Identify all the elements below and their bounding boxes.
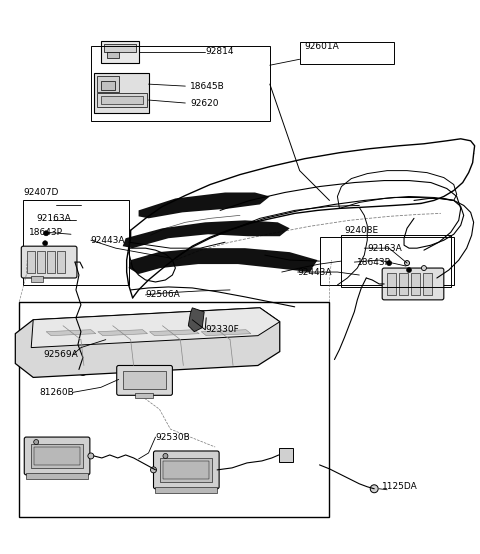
- Text: 1125DA: 1125DA: [382, 483, 418, 491]
- FancyBboxPatch shape: [24, 437, 90, 475]
- Bar: [104, 44, 136, 52]
- Bar: [134, 393, 153, 398]
- Bar: [156, 487, 217, 493]
- Bar: [101, 96, 143, 104]
- Bar: [31, 444, 83, 468]
- Text: 92620: 92620: [190, 99, 219, 107]
- Text: 92569A: 92569A: [43, 350, 78, 359]
- Polygon shape: [15, 308, 280, 377]
- Bar: [107, 52, 119, 58]
- Text: 92330F: 92330F: [205, 325, 239, 334]
- Polygon shape: [98, 330, 147, 336]
- Circle shape: [44, 231, 48, 236]
- Bar: [160, 458, 212, 482]
- Text: 92443A: 92443A: [91, 235, 125, 245]
- Text: 92163A: 92163A: [367, 244, 402, 253]
- FancyBboxPatch shape: [154, 451, 219, 489]
- Text: 81260B: 81260B: [39, 388, 74, 397]
- Bar: [279, 448, 293, 462]
- Polygon shape: [46, 330, 96, 336]
- Circle shape: [421, 265, 426, 270]
- Text: 92506A: 92506A: [145, 290, 180, 299]
- Bar: [31, 276, 43, 282]
- Polygon shape: [150, 330, 199, 336]
- Bar: [411, 273, 420, 295]
- Text: 92408E: 92408E: [344, 226, 379, 235]
- Bar: [19, 302, 329, 517]
- FancyBboxPatch shape: [117, 366, 172, 396]
- Bar: [123, 371, 167, 389]
- Text: 18645B: 18645B: [190, 81, 225, 91]
- Circle shape: [151, 467, 156, 473]
- Bar: [57, 251, 65, 273]
- Bar: [341, 235, 451, 287]
- Polygon shape: [129, 248, 318, 274]
- Bar: [34, 447, 80, 465]
- Bar: [94, 73, 148, 113]
- Bar: [320, 237, 454, 285]
- Polygon shape: [201, 330, 251, 336]
- Bar: [101, 42, 139, 63]
- Text: 92814: 92814: [205, 47, 234, 56]
- Bar: [27, 251, 35, 273]
- Bar: [97, 93, 146, 107]
- Text: 92407D: 92407D: [23, 188, 59, 197]
- Bar: [26, 473, 88, 479]
- Bar: [164, 461, 209, 479]
- Bar: [399, 273, 408, 295]
- Polygon shape: [123, 220, 290, 248]
- FancyBboxPatch shape: [382, 268, 444, 300]
- FancyBboxPatch shape: [21, 246, 77, 278]
- Circle shape: [88, 453, 94, 459]
- Circle shape: [370, 485, 378, 493]
- Circle shape: [405, 260, 409, 265]
- Text: 92163A: 92163A: [36, 214, 71, 223]
- Bar: [423, 273, 432, 295]
- Circle shape: [43, 240, 48, 245]
- Bar: [37, 251, 45, 273]
- Circle shape: [34, 439, 39, 444]
- Text: 18643P: 18643P: [29, 228, 63, 237]
- Text: 92443A: 92443A: [298, 268, 332, 276]
- Polygon shape: [139, 192, 270, 218]
- Polygon shape: [188, 308, 204, 332]
- Text: 92601A: 92601A: [305, 42, 339, 51]
- Circle shape: [79, 367, 87, 376]
- Bar: [23, 201, 129, 285]
- Bar: [97, 76, 119, 92]
- Bar: [101, 81, 115, 90]
- Circle shape: [163, 454, 168, 459]
- Bar: [300, 42, 394, 64]
- Bar: [91, 47, 270, 121]
- Text: 92530B: 92530B: [156, 433, 190, 442]
- Text: 18643P: 18643P: [357, 258, 391, 266]
- Bar: [387, 273, 396, 295]
- Polygon shape: [31, 308, 280, 347]
- Bar: [47, 251, 55, 273]
- Circle shape: [387, 260, 392, 265]
- Circle shape: [407, 268, 411, 273]
